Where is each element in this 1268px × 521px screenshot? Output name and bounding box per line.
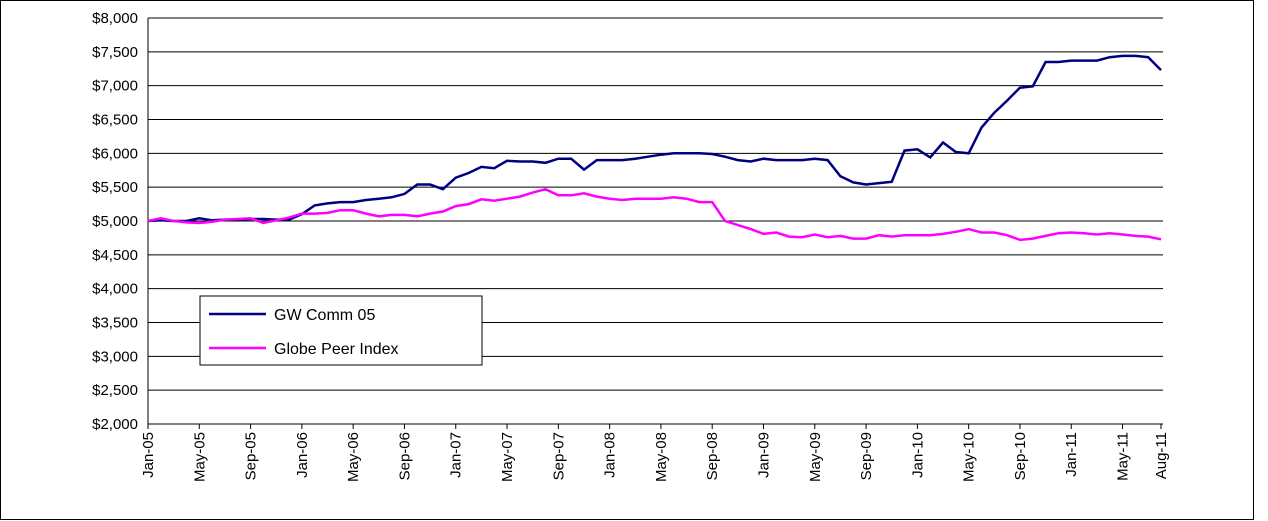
x-tick-label: Jan-09	[755, 432, 772, 478]
legend: GW Comm 05 Globe Peer Index	[199, 295, 483, 366]
x-tick-label: Sep-08	[704, 432, 721, 480]
x-tick-label: Jan-07	[448, 432, 465, 478]
x-tick-label: May-09	[807, 432, 824, 482]
y-tick-label: $3,500	[92, 315, 138, 332]
y-tick-label: $8,000	[92, 10, 138, 27]
x-tick-label: Jan-06	[294, 432, 311, 478]
x-tick-label: Jan-08	[602, 432, 619, 478]
x-tick-label: Jan-11	[1063, 432, 1080, 477]
x-tick-label: Sep-10	[1012, 432, 1029, 480]
x-tick-label: May-05	[191, 432, 208, 482]
y-tick-label: $6,000	[92, 145, 138, 162]
y-tick-label: $2,500	[92, 382, 138, 399]
y-tick-label: $2,000	[92, 416, 138, 433]
legend-box	[199, 295, 483, 366]
y-tick-label: $5,500	[92, 179, 138, 196]
x-tick-label: May-06	[345, 432, 362, 482]
x-tick-label: Sep-09	[858, 432, 875, 480]
y-tick-label: $7,000	[92, 78, 138, 95]
x-tick-label: Sep-06	[396, 432, 413, 480]
x-tick-label: May-08	[653, 432, 670, 482]
x-tick-label: Aug-11	[1153, 432, 1170, 479]
y-tick-label: $3,000	[92, 348, 138, 365]
series-line	[147, 54, 1162, 223]
y-tick-label: $4,500	[92, 247, 138, 264]
y-tick-label: $7,500	[92, 44, 138, 61]
x-tick-label: May-11	[1115, 432, 1132, 481]
legend-label: GW Comm 05	[274, 307, 375, 324]
x-tick-label: Sep-05	[243, 432, 260, 480]
y-tick-label: $5,000	[92, 213, 138, 230]
series-line	[147, 187, 1162, 242]
y-tick-label: $4,000	[92, 281, 138, 298]
x-tick-label: May-07	[499, 432, 516, 482]
x-tick-label: Jan-05	[140, 432, 157, 478]
x-tick-label: May-10	[961, 432, 978, 482]
x-tick-label: Sep-07	[550, 432, 567, 480]
legend-label: Globe Peer Index	[274, 341, 399, 358]
y-tick-label: $6,500	[92, 112, 138, 129]
x-tick-label: Jan-10	[909, 432, 926, 478]
